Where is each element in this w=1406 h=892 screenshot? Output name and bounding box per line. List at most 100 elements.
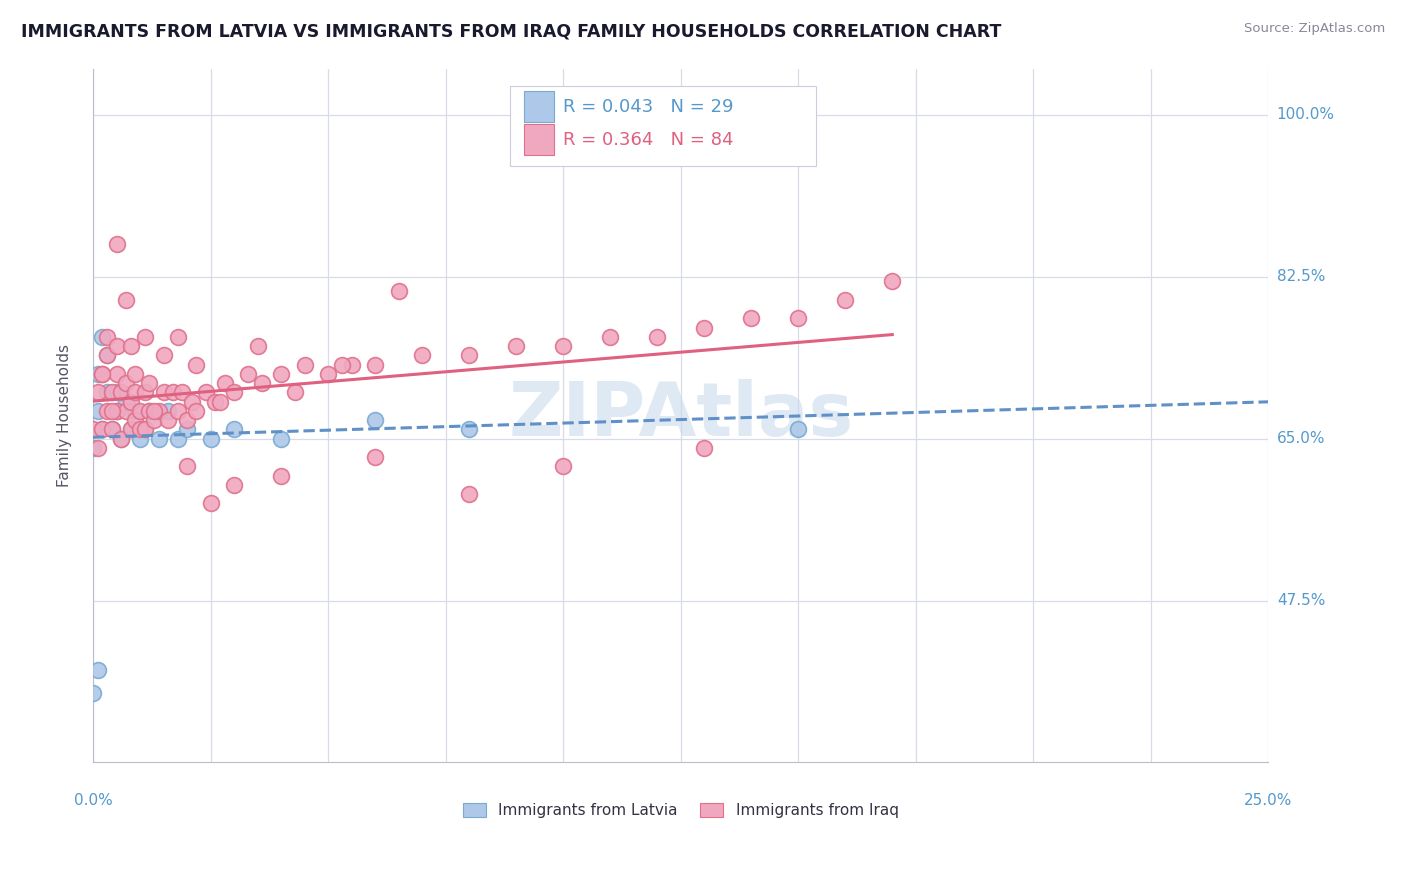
- Point: [222, 385, 245, 400]
- Point: [96, 348, 118, 362]
- Text: ZIPAtlas: ZIPAtlas: [508, 379, 853, 452]
- Point: [553, 339, 575, 353]
- Point: [91, 422, 114, 436]
- Point: [110, 432, 132, 446]
- Text: 0.0%: 0.0%: [73, 793, 112, 808]
- Point: [157, 404, 180, 418]
- Point: [176, 413, 198, 427]
- Point: [105, 367, 128, 381]
- Point: [124, 413, 146, 427]
- Text: R = 0.364   N = 84: R = 0.364 N = 84: [564, 131, 734, 149]
- Bar: [524, 91, 554, 122]
- Point: [505, 339, 527, 353]
- Point: [134, 330, 156, 344]
- Point: [834, 293, 856, 307]
- Text: 47.5%: 47.5%: [1277, 593, 1324, 608]
- Point: [86, 441, 108, 455]
- Point: [364, 358, 387, 372]
- Point: [200, 496, 222, 510]
- Point: [194, 385, 217, 400]
- Point: [82, 686, 104, 700]
- Point: [200, 432, 222, 446]
- Point: [340, 358, 363, 372]
- Point: [645, 330, 668, 344]
- Point: [143, 404, 166, 418]
- Point: [129, 404, 152, 418]
- Point: [96, 385, 118, 400]
- Point: [105, 339, 128, 353]
- Point: [176, 422, 198, 436]
- Point: [787, 311, 810, 326]
- Point: [120, 422, 142, 436]
- Point: [740, 311, 762, 326]
- Point: [148, 404, 170, 418]
- Point: [110, 385, 132, 400]
- Y-axis label: Family Households: Family Households: [58, 344, 72, 487]
- Point: [316, 367, 339, 381]
- Point: [599, 330, 621, 344]
- Point: [105, 404, 128, 418]
- Point: [180, 394, 202, 409]
- Legend: Immigrants from Latvia, Immigrants from Iraq: Immigrants from Latvia, Immigrants from …: [457, 797, 904, 824]
- Point: [246, 339, 269, 353]
- Point: [458, 487, 481, 501]
- Point: [120, 394, 142, 409]
- Point: [787, 422, 810, 436]
- FancyBboxPatch shape: [510, 86, 815, 166]
- Point: [129, 432, 152, 446]
- Point: [270, 432, 292, 446]
- Point: [115, 394, 138, 409]
- Point: [364, 413, 387, 427]
- Point: [91, 422, 114, 436]
- Point: [143, 413, 166, 427]
- Point: [222, 478, 245, 492]
- Bar: [524, 124, 554, 155]
- Point: [693, 320, 716, 334]
- Point: [172, 385, 194, 400]
- Point: [270, 468, 292, 483]
- Point: [101, 385, 124, 400]
- Point: [91, 367, 114, 381]
- Point: [411, 348, 433, 362]
- Point: [166, 432, 188, 446]
- Point: [214, 376, 236, 390]
- Point: [166, 404, 188, 418]
- Point: [82, 441, 104, 455]
- Point: [176, 459, 198, 474]
- Point: [105, 385, 128, 400]
- Point: [134, 422, 156, 436]
- Text: R = 0.043   N = 29: R = 0.043 N = 29: [564, 98, 734, 116]
- Point: [364, 450, 387, 464]
- Point: [270, 367, 292, 381]
- Point: [101, 422, 124, 436]
- Point: [91, 330, 114, 344]
- Point: [91, 367, 114, 381]
- Point: [96, 330, 118, 344]
- Point: [330, 358, 353, 372]
- Point: [238, 367, 260, 381]
- Text: 100.0%: 100.0%: [1277, 107, 1334, 122]
- Point: [186, 404, 208, 418]
- Point: [86, 367, 108, 381]
- Point: [388, 284, 411, 298]
- Point: [458, 348, 481, 362]
- Point: [162, 385, 184, 400]
- Text: 82.5%: 82.5%: [1277, 269, 1324, 285]
- Text: 65.0%: 65.0%: [1277, 431, 1326, 446]
- Point: [120, 339, 142, 353]
- Point: [458, 422, 481, 436]
- Point: [110, 432, 132, 446]
- Text: Source: ZipAtlas.com: Source: ZipAtlas.com: [1244, 22, 1385, 36]
- Point: [105, 404, 128, 418]
- Point: [138, 404, 160, 418]
- Point: [105, 237, 128, 252]
- Point: [96, 404, 118, 418]
- Point: [124, 367, 146, 381]
- Point: [152, 385, 174, 400]
- Point: [120, 422, 142, 436]
- Point: [124, 404, 146, 418]
- Point: [553, 459, 575, 474]
- Point: [208, 394, 231, 409]
- Point: [96, 348, 118, 362]
- Point: [166, 330, 188, 344]
